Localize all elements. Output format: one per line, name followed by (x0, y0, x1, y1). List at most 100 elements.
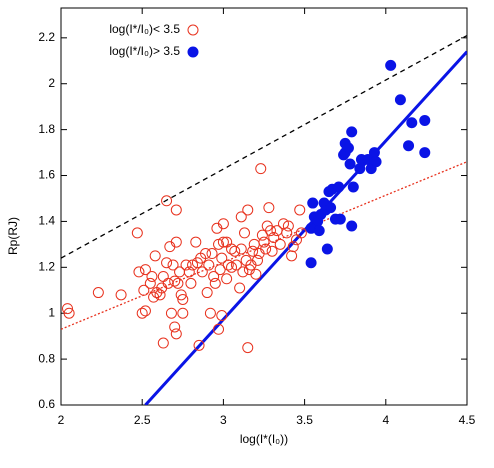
point (196, 266, 208, 278)
point (216, 252, 228, 264)
y-tick-label: 1.6 (38, 168, 55, 182)
point (333, 181, 345, 193)
point (263, 202, 275, 214)
point (229, 245, 241, 257)
point (170, 236, 182, 248)
plot-frame (60, 7, 468, 406)
fit-line (61, 161, 467, 330)
point (177, 293, 189, 305)
y-axis-label: Rp(RJ) (6, 217, 20, 255)
point (258, 236, 270, 248)
point (370, 156, 382, 168)
point (208, 270, 220, 282)
point (177, 307, 189, 319)
legend-marker (187, 46, 199, 58)
point (170, 328, 182, 340)
point (419, 114, 431, 126)
point (237, 266, 249, 278)
point (170, 204, 182, 216)
point (138, 284, 150, 296)
point (419, 147, 431, 159)
point (172, 277, 184, 289)
point (185, 277, 197, 289)
point (139, 305, 151, 317)
point (213, 238, 225, 250)
y-tick-label: 1 (48, 305, 55, 319)
point (193, 339, 205, 351)
x-tick-label: 4 (382, 413, 389, 427)
point (226, 243, 238, 255)
point (313, 225, 325, 237)
point (175, 289, 187, 301)
point (136, 307, 148, 319)
y-tick-label: 0.6 (38, 397, 55, 411)
point (183, 266, 195, 278)
point (307, 197, 319, 209)
point (157, 337, 169, 349)
point (203, 259, 215, 271)
point (235, 211, 247, 223)
point (115, 289, 127, 301)
point (406, 117, 418, 129)
point (200, 248, 212, 260)
legend-label: log(I*/I₀)< 3.5 (109, 22, 180, 36)
point (209, 277, 221, 289)
point (180, 259, 192, 271)
point (347, 181, 359, 193)
point (268, 231, 280, 243)
x-tick-label: 3 (220, 413, 227, 427)
point (161, 257, 173, 269)
point (287, 241, 299, 253)
y-tick-label: 0.8 (38, 351, 55, 365)
x-tick-label: 2 (58, 413, 65, 427)
point (206, 248, 218, 260)
point (201, 287, 213, 299)
point (187, 259, 199, 271)
point (149, 250, 161, 262)
point (282, 220, 294, 232)
legend-marker (187, 24, 199, 36)
point (214, 264, 226, 276)
point (252, 254, 264, 266)
point (344, 158, 356, 170)
point (217, 218, 229, 230)
point (264, 225, 276, 237)
point (222, 259, 234, 271)
point (295, 227, 307, 239)
point (346, 220, 358, 232)
legend-label: log(I*/I₀)> 3.5 (109, 44, 180, 58)
point (281, 227, 293, 239)
point (146, 270, 158, 282)
point (221, 273, 233, 285)
point (226, 261, 238, 273)
point (230, 259, 242, 271)
point (256, 229, 268, 241)
point (190, 236, 202, 248)
point (342, 142, 354, 154)
point (63, 307, 75, 319)
point (217, 236, 229, 248)
point (248, 238, 260, 250)
point (239, 227, 251, 239)
point (61, 303, 73, 315)
x-axis-label: log(I*(I₀)) (240, 432, 288, 446)
point (346, 126, 358, 138)
point (394, 94, 406, 106)
y-tick-label: 1.4 (38, 214, 55, 228)
point (167, 259, 179, 271)
point (169, 321, 181, 333)
point (131, 227, 143, 239)
point (144, 277, 156, 289)
x-tick-label: 4.5 (459, 413, 476, 427)
point (305, 257, 317, 269)
point (213, 323, 225, 335)
point (154, 289, 166, 301)
point (235, 243, 247, 255)
point (325, 202, 337, 214)
point (294, 204, 306, 216)
point (133, 266, 145, 278)
point (92, 287, 104, 299)
point (266, 245, 278, 257)
x-tick-label: 3.5 (296, 413, 313, 427)
